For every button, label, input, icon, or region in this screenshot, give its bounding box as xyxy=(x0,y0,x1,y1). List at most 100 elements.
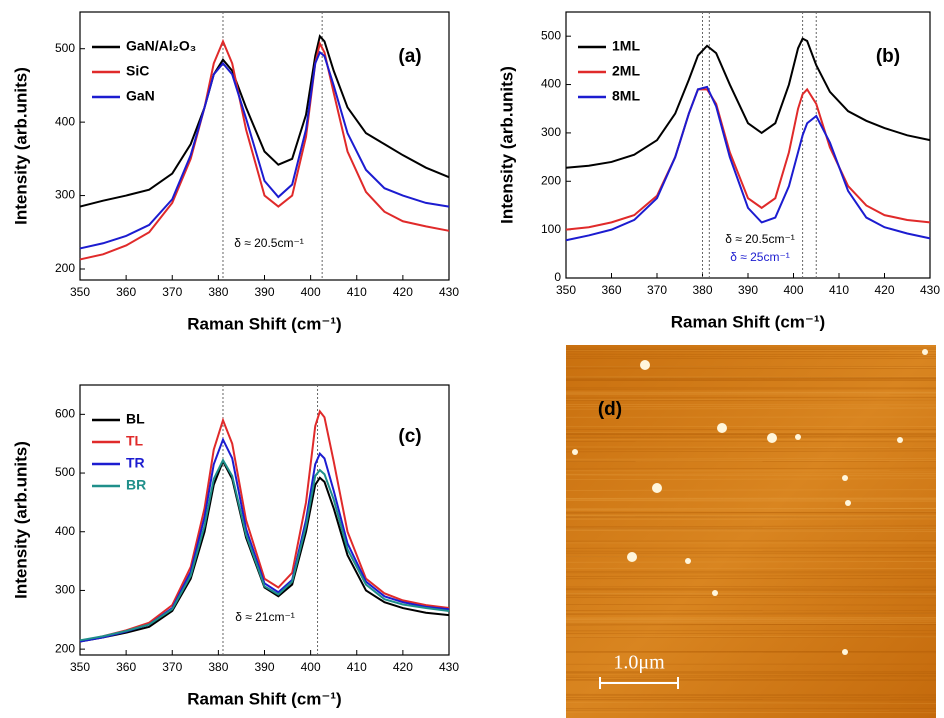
x-tick-label: 430 xyxy=(439,285,459,299)
afm-streak xyxy=(565,651,937,654)
y-tick-label: 200 xyxy=(55,261,75,275)
annotation: δ ≈ 20.5cm⁻¹ xyxy=(234,236,304,250)
afm-streak xyxy=(565,635,937,638)
chart-panel: 350 360 370 380 390 400 410 420 430 0 100 200 300 400… xyxy=(497,11,940,331)
series-line xyxy=(79,50,450,250)
annotation: δ ≈ 25cm⁻¹ xyxy=(730,250,790,264)
afm-streak xyxy=(565,376,937,379)
chart-panel: 350 360 370 380 390 400 410 420 430 200 300 400 500 6… xyxy=(11,384,459,708)
legend-label: 2ML xyxy=(612,63,640,79)
afm-streak xyxy=(565,650,937,653)
afm-streak xyxy=(565,518,937,521)
series-line xyxy=(79,458,450,643)
afm-particle xyxy=(712,590,718,596)
scale-bar-label: 1.0μm xyxy=(613,652,665,674)
afm-streak xyxy=(565,604,937,606)
y-tick-label: 300 xyxy=(55,188,75,202)
afm-streak xyxy=(565,446,937,448)
panel-label: (a) xyxy=(398,46,421,67)
x-tick-label: 410 xyxy=(347,285,367,299)
x-tick-label: 410 xyxy=(829,283,849,297)
afm-particle xyxy=(627,552,637,562)
chart-panel: 350 360 370 380 390 400 410 420 430 200 300 400 500 G… xyxy=(11,11,459,333)
afm-streak xyxy=(565,527,937,530)
afm-streak xyxy=(565,672,937,674)
panel-label: (c) xyxy=(398,426,421,447)
afm-streak xyxy=(565,378,937,380)
x-tick-label: 420 xyxy=(393,660,413,674)
afm-streak xyxy=(565,467,937,470)
legend-label: GaN xyxy=(126,88,155,104)
x-tick-label: 350 xyxy=(70,660,90,674)
afm-streak xyxy=(565,508,937,510)
legend-label: 1ML xyxy=(612,38,640,54)
afm-streak xyxy=(565,376,937,378)
afm-particle xyxy=(640,360,650,370)
afm-streak xyxy=(565,365,937,368)
afm-streak xyxy=(565,593,937,595)
x-tick-label: 420 xyxy=(874,283,894,297)
afm-streak xyxy=(565,594,937,597)
legend-label: BL xyxy=(126,411,145,427)
afm-streak xyxy=(565,474,937,477)
afm-streak xyxy=(565,500,937,502)
y-axis-title: Intensity (arb.units) xyxy=(497,66,516,224)
y-tick-label: 400 xyxy=(541,77,561,91)
x-tick-label: 390 xyxy=(738,283,758,297)
x-axis-title: Raman Shift (cm⁻¹) xyxy=(671,312,825,331)
x-tick-label: 390 xyxy=(254,285,274,299)
afm-streak xyxy=(565,510,937,512)
afm-streak xyxy=(565,575,937,577)
x-tick-label: 410 xyxy=(347,660,367,674)
afm-particle xyxy=(572,449,578,455)
afm-streak xyxy=(565,585,937,588)
afm-streak xyxy=(565,676,937,678)
afm-streak xyxy=(565,436,937,439)
afm-particle xyxy=(842,649,848,655)
afm-streak xyxy=(565,525,937,528)
afm-streak xyxy=(565,623,937,626)
x-tick-label: 400 xyxy=(783,283,803,297)
legend-label: 8ML xyxy=(612,88,640,104)
y-tick-label: 400 xyxy=(55,524,75,538)
y-tick-label: 500 xyxy=(55,41,75,55)
afm-streak xyxy=(565,353,937,356)
series-line xyxy=(565,37,931,169)
x-tick-label: 350 xyxy=(70,285,90,299)
afm-streak xyxy=(565,460,937,462)
afm-image: 1.0μm (d) xyxy=(565,345,937,718)
afm-streak xyxy=(565,391,937,394)
series-line xyxy=(565,85,931,242)
x-tick-label: 390 xyxy=(254,660,274,674)
afm-particle xyxy=(652,483,662,493)
afm-streak xyxy=(565,516,937,518)
afm-streak xyxy=(565,514,937,517)
y-tick-label: 200 xyxy=(541,173,561,187)
y-axis-title: Intensity (arb.units) xyxy=(11,441,30,599)
x-tick-label: 370 xyxy=(162,285,182,299)
afm-streak xyxy=(565,527,937,529)
afm-streak xyxy=(565,516,937,518)
x-tick-label: 370 xyxy=(647,283,667,297)
afm-particle xyxy=(845,500,851,506)
afm-streak xyxy=(565,507,937,510)
y-tick-label: 600 xyxy=(55,407,75,421)
legend-label: TL xyxy=(126,433,144,449)
afm-particle xyxy=(717,423,727,433)
x-tick-label: 380 xyxy=(208,285,228,299)
afm-streak xyxy=(565,702,937,704)
afm-particle xyxy=(897,437,903,443)
y-tick-label: 100 xyxy=(541,222,561,236)
x-tick-label: 430 xyxy=(920,283,940,297)
x-tick-label: 360 xyxy=(116,285,136,299)
series-line xyxy=(79,458,450,642)
y-tick-label: 400 xyxy=(55,114,75,128)
afm-streak xyxy=(565,561,937,563)
x-tick-label: 380 xyxy=(208,660,228,674)
y-axis-title: Intensity (arb.units) xyxy=(11,67,30,225)
afm-particle xyxy=(922,349,928,355)
y-tick-label: 300 xyxy=(55,583,75,597)
afm-streak xyxy=(565,613,937,615)
afm-streak xyxy=(565,399,937,401)
